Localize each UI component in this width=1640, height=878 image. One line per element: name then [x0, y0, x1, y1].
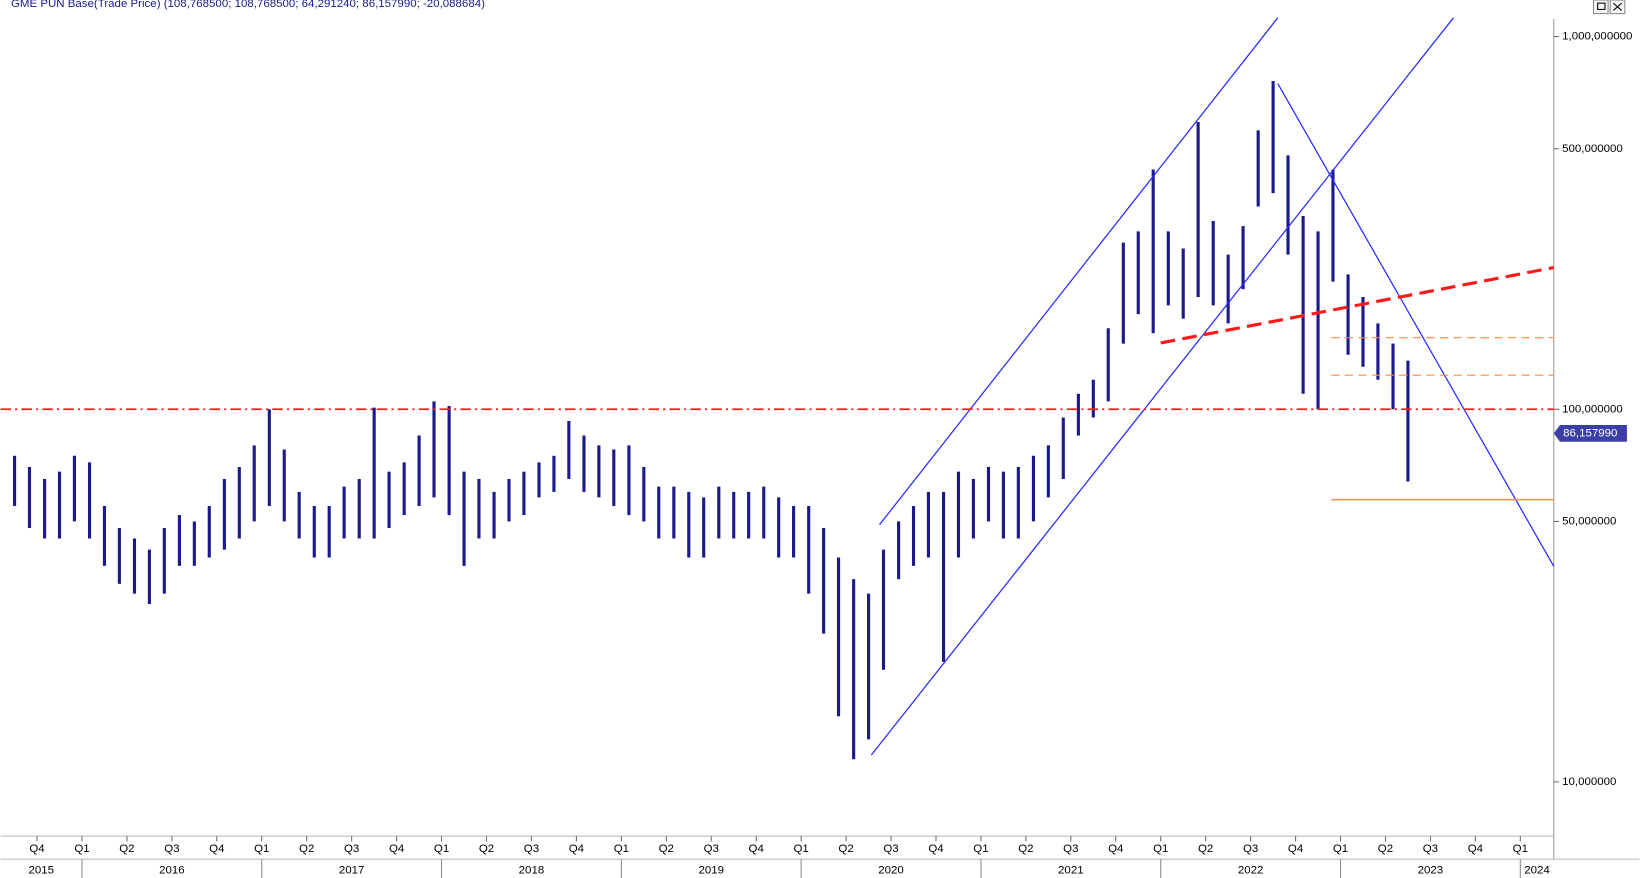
- x-tick-label: Q2: [838, 843, 853, 855]
- x-tick-label: Q3: [883, 843, 898, 855]
- x-tick-label: Q1: [1333, 843, 1348, 855]
- x-tick-label: Q3: [524, 843, 539, 855]
- x-tick-label: Q2: [659, 843, 674, 855]
- year-label: 2019: [698, 865, 724, 877]
- y-tick-label: 10,000000: [1562, 776, 1616, 788]
- year-label: 2023: [1418, 865, 1444, 877]
- x-tick-label: Q1: [793, 843, 808, 855]
- x-tick-label: Q4: [1468, 843, 1484, 855]
- last-price-badge: [1553, 424, 1627, 442]
- maximize-icon: [1597, 2, 1606, 10]
- x-tick-label: Q1: [614, 843, 629, 855]
- x-tick-label: Q1: [1153, 843, 1168, 855]
- y-tick-label: 500,000000: [1562, 143, 1623, 155]
- x-tick-label: Q3: [1063, 843, 1078, 855]
- x-tick-label: Q4: [1108, 843, 1124, 855]
- trend-line: [879, 17, 1279, 526]
- x-tick-label: Q1: [1513, 843, 1528, 855]
- x-tick-label: Q1: [74, 843, 89, 855]
- x-tick-label: Q1: [254, 843, 269, 855]
- x-tick-label: Q4: [749, 843, 765, 855]
- y-tick-label: 100,000000: [1562, 403, 1623, 415]
- last-price-label: 86,157990: [1563, 427, 1617, 439]
- year-label: 2020: [878, 865, 904, 877]
- x-tick-label: Q4: [569, 843, 585, 855]
- year-label: 2024: [1524, 865, 1550, 877]
- x-tick-label: Q4: [209, 843, 225, 855]
- year-label: 2018: [519, 865, 545, 877]
- x-tick-label: Q2: [119, 843, 134, 855]
- trend-line: [1160, 266, 1555, 345]
- x-tick-label: Q3: [164, 843, 179, 855]
- x-tick-label: Q2: [1018, 843, 1033, 855]
- x-tick-label: Q4: [389, 843, 405, 855]
- x-tick-label: Q4: [29, 843, 45, 855]
- year-label: 2015: [28, 865, 54, 877]
- plot-area: 1,000,000000 500,000000 100,000000 50,00000…: [0, 17, 1632, 878]
- x-tick-label: Q3: [1423, 843, 1438, 855]
- x-tick-label: Q2: [299, 843, 314, 855]
- year-label: 2016: [159, 865, 185, 877]
- close-icon: [1612, 2, 1623, 11]
- maximize-button[interactable]: [1592, 0, 1609, 15]
- x-tick-label: Q1: [434, 843, 449, 855]
- window-buttons: [1592, 0, 1626, 15]
- y-tick-label: 1,000,000000: [1562, 31, 1632, 43]
- trend-line: [870, 17, 1454, 756]
- x-tick-label: Q2: [1198, 843, 1213, 855]
- x-tick-label: Q3: [704, 843, 719, 855]
- y-tick-label: 50,000000: [1562, 515, 1616, 527]
- x-tick-label: Q4: [1288, 843, 1304, 855]
- chart-title: GME PUN Base(Trade Price) (108,768500; 1…: [11, 0, 485, 10]
- year-label: 2021: [1058, 865, 1084, 877]
- x-tick-label: Q2: [479, 843, 494, 855]
- year-label: 2022: [1238, 865, 1264, 877]
- x-tick-label: Q3: [344, 843, 359, 855]
- x-tick-label: Q2: [1378, 843, 1393, 855]
- x-tick-label: Q3: [1243, 843, 1258, 855]
- x-tick-label: Q4: [928, 843, 944, 855]
- trend-line: [1277, 83, 1555, 567]
- year-label: 2017: [339, 865, 365, 877]
- x-tick-label: Q1: [973, 843, 988, 855]
